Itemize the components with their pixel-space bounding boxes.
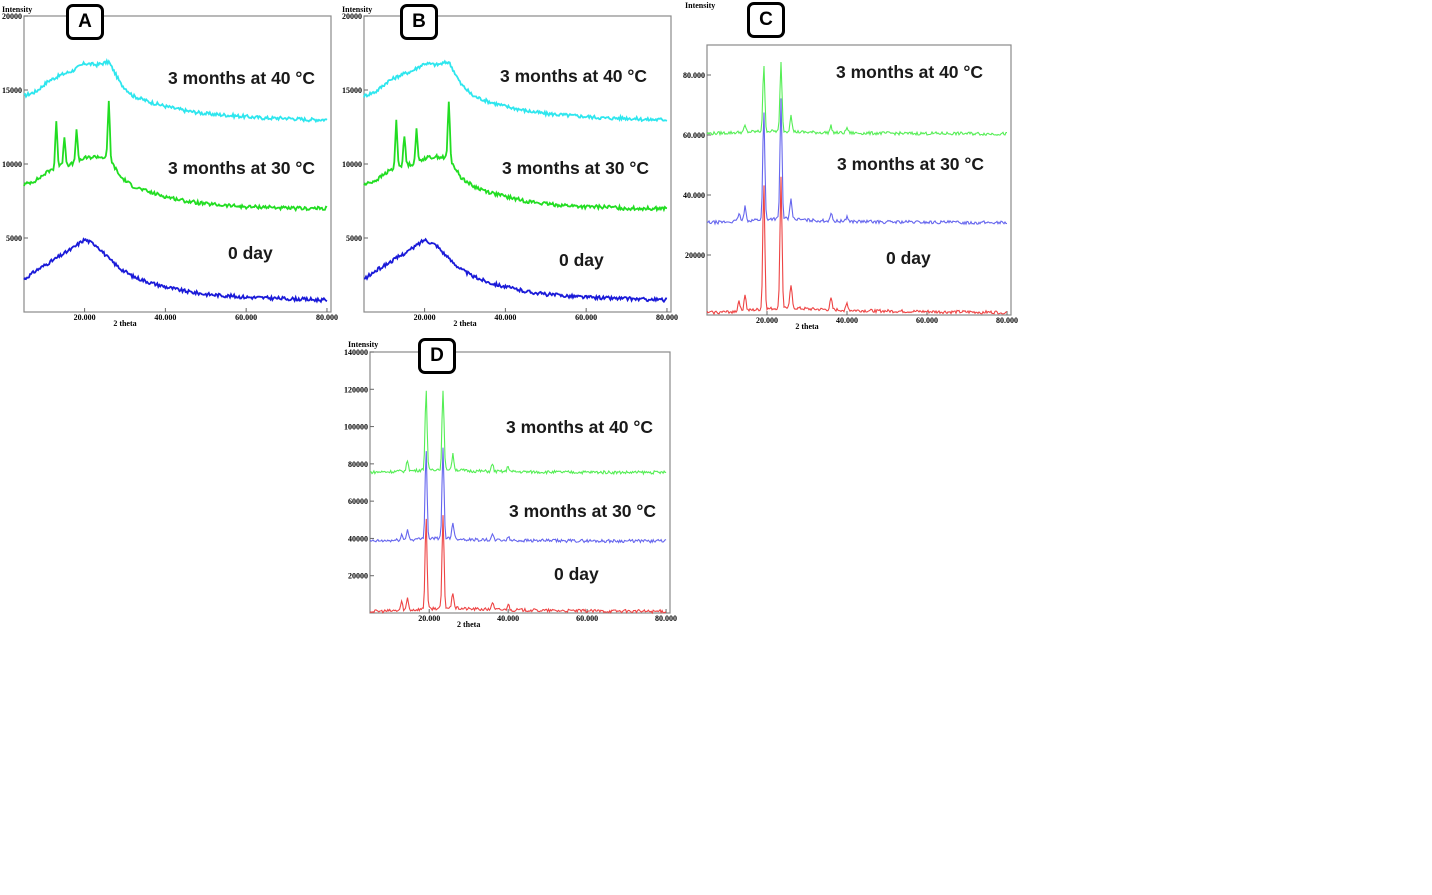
x-tick-label: 40.000	[497, 614, 519, 623]
panel-label-a: A	[66, 4, 104, 40]
annotation-0day: 0 day	[886, 248, 931, 268]
y-axis-label: Intensity	[685, 1, 715, 10]
y-tick-label: 20000	[342, 12, 362, 21]
x-tick-label: 40.000	[154, 313, 176, 322]
y-tick-label: 5000	[6, 234, 22, 243]
annotation-40c: 3 months at 40 °C	[168, 68, 316, 88]
y-tick-label: 60.000	[683, 131, 705, 140]
x-tick-label: 60.000	[575, 313, 597, 322]
panel-label-d: D	[418, 338, 456, 374]
annotation-0day: 0 day	[559, 250, 604, 270]
x-axis-label: 2 theta	[795, 322, 818, 331]
y-axis-label: Intensity	[348, 340, 378, 349]
annotation-40c: 3 months at 40 °C	[500, 66, 648, 86]
y-tick-label: 120000	[344, 385, 368, 394]
panel-a: Intensity 20000 15000 10000 5000 20.000 40.000…	[0, 0, 338, 332]
series-line	[369, 515, 667, 615]
panel-d: Intensity 140000 120000 100000 80000 60000 400…	[344, 336, 680, 634]
x-tick-label: 20.000	[418, 614, 440, 623]
plot-frame	[23, 15, 332, 313]
x-axis-label: 2 theta	[457, 620, 480, 629]
annotation-0day: 0 day	[554, 564, 599, 584]
annotation-30c: 3 months at 30 °C	[502, 158, 650, 178]
series-line	[369, 390, 667, 476]
annotation-30c: 3 months at 30 °C	[837, 154, 985, 174]
annotation-30c: 3 months at 30 °C	[168, 158, 316, 178]
x-tick-label: 60.000	[576, 614, 598, 623]
y-axis-label: Intensity	[342, 5, 372, 14]
y-tick-label: 80000	[348, 460, 368, 469]
y-tick-label: 15000	[2, 86, 22, 95]
panel-c: Intensity 80.000 60.000 40.000 20000 20.000 40…	[683, 0, 1020, 337]
x-tick-label: 80.000	[316, 313, 338, 322]
y-tick-label: 80.000	[683, 71, 705, 80]
x-tick-label: 60.000	[235, 313, 257, 322]
y-tick-label: 40.000	[683, 191, 705, 200]
series-line	[363, 59, 668, 123]
x-tick-label: 80.000	[656, 313, 678, 322]
annotation-30c: 3 months at 30 °C	[509, 501, 657, 521]
y-tick-label: 140000	[344, 348, 368, 357]
y-tick-label: 10000	[342, 160, 362, 169]
x-tick-label: 80.000	[996, 316, 1018, 325]
series-line	[363, 101, 668, 213]
series-line	[706, 61, 1007, 137]
y-tick-label: 20000	[2, 12, 22, 21]
annotation-40c: 3 months at 40 °C	[836, 62, 984, 82]
x-tick-label: 20.000	[74, 313, 96, 322]
series-line	[23, 100, 328, 213]
plot-frame	[706, 44, 1012, 316]
x-tick-label: 40.000	[494, 313, 516, 322]
y-tick-label: 40000	[348, 534, 368, 543]
x-tick-label: 20.000	[756, 316, 778, 325]
y-tick-label: 20000	[348, 572, 368, 581]
x-tick-label: 40.000	[836, 316, 858, 325]
series-line	[706, 176, 1008, 316]
annotation-0day: 0 day	[228, 243, 273, 263]
panel-label-c: C	[747, 2, 785, 38]
y-axis-label: Intensity	[2, 5, 32, 14]
plot-frame	[369, 351, 671, 614]
y-tick-label: 10000	[2, 160, 22, 169]
y-tick-label: 5000	[346, 234, 362, 243]
panel-label-b: B	[400, 4, 438, 40]
series-line	[706, 98, 1008, 226]
panel-b: Intensity 20000 15000 10000 5000 20.000 40.000…	[340, 0, 678, 332]
series-line	[23, 237, 328, 304]
plot-frame	[363, 15, 672, 313]
y-tick-label: 20000	[685, 251, 705, 260]
x-tick-label: 20.000	[414, 313, 436, 322]
y-tick-label: 100000	[344, 423, 368, 432]
series-line	[363, 237, 668, 304]
series-line	[23, 57, 328, 124]
x-tick-label: 60.000	[916, 316, 938, 325]
x-tick-label: 80.000	[655, 614, 677, 623]
y-tick-label: 60000	[348, 497, 368, 506]
x-axis-label: 2 theta	[113, 319, 136, 328]
annotation-40c: 3 months at 40 °C	[506, 417, 654, 437]
y-tick-label: 15000	[342, 86, 362, 95]
x-axis-label: 2 theta	[453, 319, 476, 328]
chart-c: Intensity 80.000 60.000 40.000 20000 20.000 40…	[683, 1, 1018, 331]
series-line	[369, 447, 667, 544]
